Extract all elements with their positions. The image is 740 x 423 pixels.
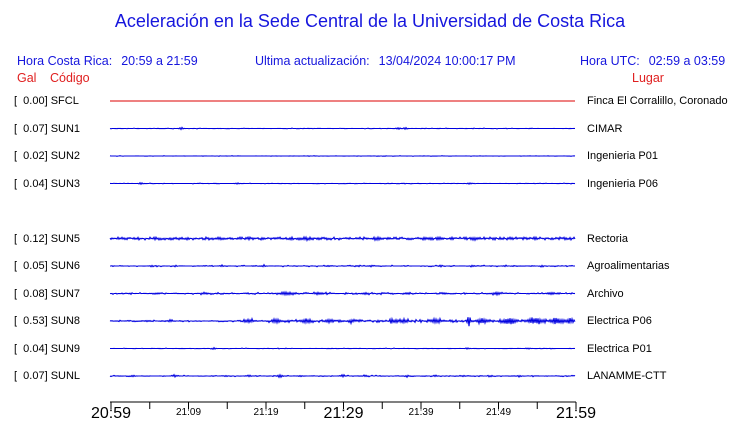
trace-line-sun3 (109, 181, 576, 186)
channel-gal-code-sun3: [ 0.04] SUN3 (14, 177, 81, 190)
channel-location-sun9: Electrica P01 (587, 342, 652, 355)
axis-tick-label: 21:39 (408, 407, 434, 418)
channel-gal-code-sun9: [ 0.04] SUN9 (14, 342, 81, 355)
channel-location-sun8: Electrica P06 (587, 315, 652, 327)
last-update-label: Ultima actualización: (255, 54, 370, 68)
axis-tick-label: 21:19 (253, 407, 279, 418)
channel-location-sunl: LANAMME-CTT (587, 370, 667, 382)
channel-location-sun1: CIMAR (587, 122, 623, 135)
trace-line-sun6 (110, 263, 575, 268)
channel-gal-code-sun8: [ 0.53] SUN8 (14, 315, 81, 327)
column-header-codigo: Código (50, 71, 90, 85)
axis-tick-label: 21:29 (323, 405, 364, 422)
channel-location-sun6: Agroalimentarias (587, 260, 670, 272)
channel-gal-code-sun2: [ 0.02] SUN2 (14, 150, 81, 162)
local-time-label: Hora Costa Rica: (17, 54, 113, 68)
trace-line-sun1 (109, 126, 576, 131)
trace-line-sun2 (109, 155, 576, 157)
column-header-lugar: Lugar (632, 71, 664, 85)
utc-time-value: 02:59 a 03:59 (648, 54, 726, 68)
channel-gal-code-sun1: [ 0.07] SUN1 (14, 122, 81, 135)
trace-line-sun5 (109, 235, 576, 243)
channel-location-sun2: Ingenieria P01 (587, 150, 658, 162)
channel-gal-code-sunl: [ 0.07] SUNL (14, 370, 81, 382)
channel-gal-code-sfcl: [ 0.00] SFCL (14, 95, 79, 107)
axis-tick-label: 21:09 (175, 407, 202, 418)
trace-line-sunl (109, 373, 576, 379)
trace-line-sun7 (109, 290, 576, 297)
utc-time-label: Hora UTC: (580, 54, 640, 68)
channel-gal-code-sun5: [ 0.12] SUN5 (14, 232, 81, 245)
channel-location-sfcl: Finca El Corralillo, Coronado (587, 95, 728, 107)
channel-location-sun5: Rectoria (587, 232, 628, 245)
local-time-value: 20:59 a 21:59 (121, 54, 198, 68)
column-header-gal: Gal (17, 71, 37, 85)
axis-tick-label: 20:59 (90, 405, 132, 422)
local-time: Hora Costa Rica: 20:59 a 21:59 (17, 54, 198, 68)
trace-line-sun8 (109, 316, 576, 327)
channel-gal-code-sun7: [ 0.08] SUN7 (14, 287, 81, 300)
axis-tick-label: 21:59 (555, 405, 597, 422)
channel-location-sun7: Archivo (587, 287, 624, 300)
channel-gal-code-sun6: [ 0.05] SUN6 (14, 260, 81, 272)
last-update-value: 13/04/2024 10:00:17 PM (378, 54, 516, 68)
trace-line-sun9 (109, 346, 576, 351)
page-title: Aceleración en la Sede Central de la Uni… (114, 11, 626, 31)
channel-location-sun3: Ingenieria P06 (587, 177, 658, 190)
axis-tick-label: 21:49 (485, 407, 512, 418)
last-update: Ultima actualización: 13/04/2024 10:00:17… (255, 54, 516, 68)
utc-time: Hora UTC: 02:59 a 03:59 (580, 54, 725, 68)
